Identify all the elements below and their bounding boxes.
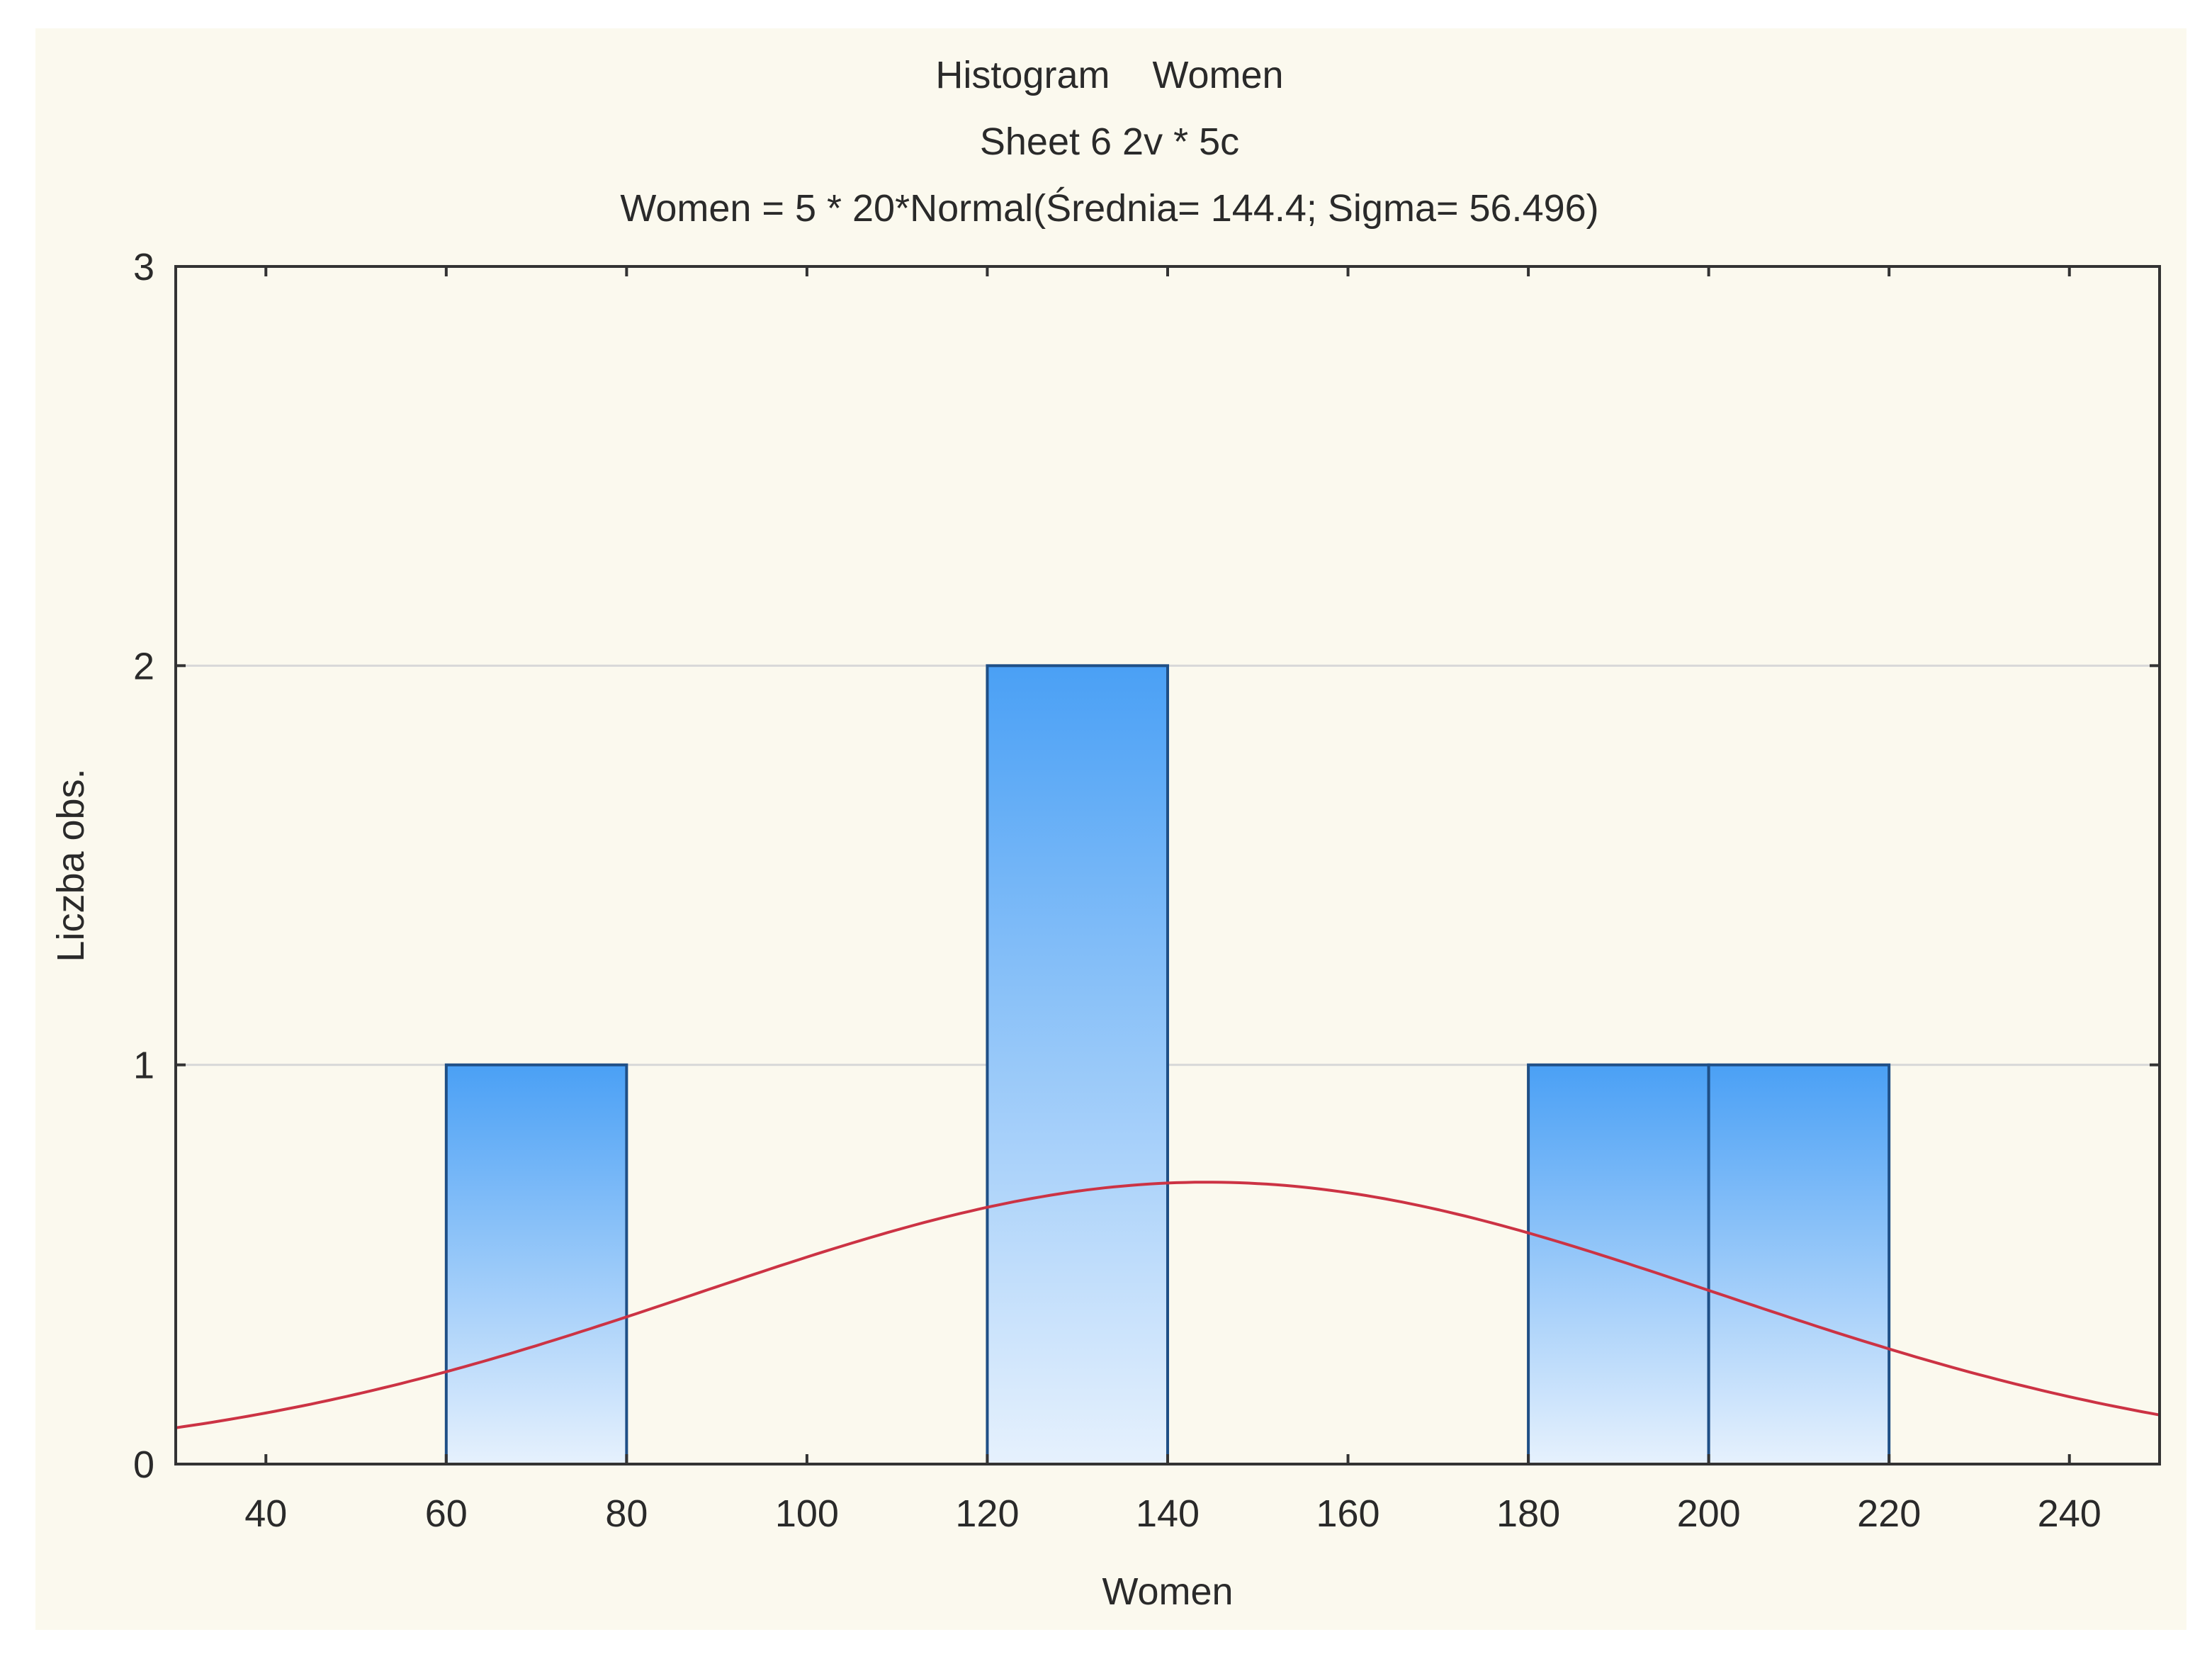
histogram-bar — [1527, 1063, 1710, 1465]
x-tick-label: 80 — [605, 1492, 648, 1535]
chart-title: Histogram Women — [935, 54, 1283, 96]
x-tick-label: 40 — [244, 1492, 287, 1535]
y-axis-label: Liczba obs. — [50, 768, 92, 962]
x-tick-label: 220 — [1857, 1492, 1921, 1535]
chart-annotation: Women = 5 * 20*Normal(Średnia= 144.4; Si… — [620, 186, 1598, 230]
y-tick-label: 0 — [133, 1444, 154, 1486]
x-tick-label: 240 — [2038, 1492, 2101, 1535]
x-axis-ticks: 40 60 80 100 120 140 160 180 200 220 240 — [244, 266, 2101, 1535]
x-tick-label: 120 — [955, 1492, 1019, 1535]
x-tick-label: 160 — [1316, 1492, 1379, 1535]
histogram-bar — [986, 664, 1170, 1465]
y-tick-label: 2 — [133, 645, 154, 687]
normal-curve — [175, 1181, 2160, 1429]
x-axis-label: Women — [1102, 1570, 1233, 1613]
x-tick-label: 60 — [425, 1492, 468, 1535]
chart-subtitle: Sheet 6 2v * 5c — [980, 120, 1239, 163]
x-tick-label: 200 — [1677, 1492, 1741, 1535]
histogram-bars — [444, 664, 1891, 1465]
y-tick-label: 3 — [133, 246, 154, 288]
x-tick-label: 180 — [1496, 1492, 1560, 1535]
x-tick-label: 100 — [775, 1492, 839, 1535]
histogram-bar — [1707, 1063, 1891, 1465]
y-tick-label: 1 — [133, 1045, 154, 1087]
histogram-bar — [444, 1063, 628, 1465]
y-axis-ticks: 0 1 2 3 — [133, 246, 2160, 1486]
x-tick-label: 140 — [1136, 1492, 1200, 1535]
